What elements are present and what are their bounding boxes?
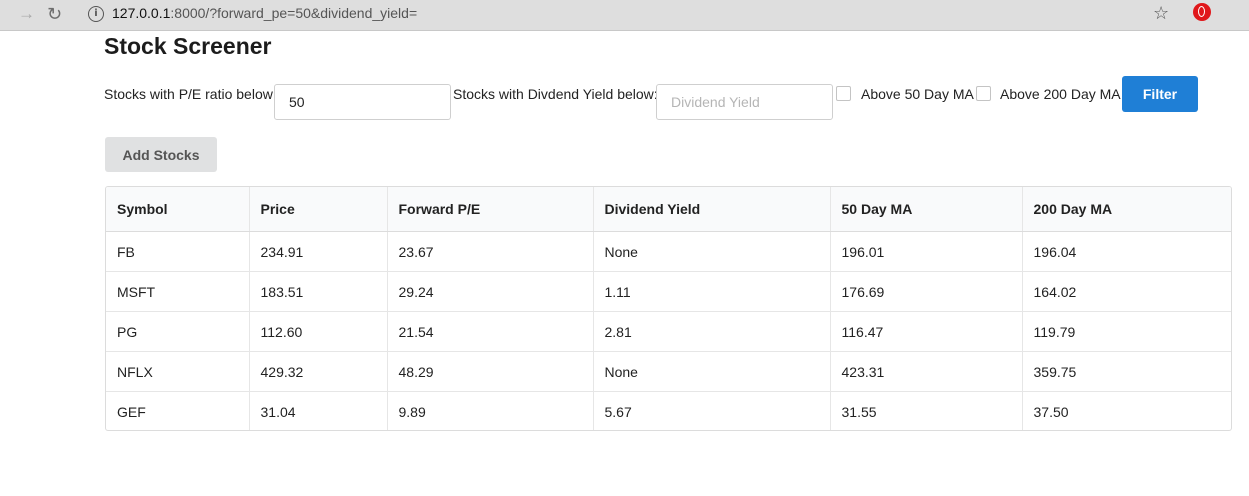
cell-50-day-ma: 196.01 — [829, 231, 1022, 272]
bookmark-star-icon[interactable]: ☆ — [1153, 3, 1170, 23]
cell-price: 112.60 — [248, 311, 387, 352]
cell-50-day-ma: 176.69 — [829, 271, 1022, 312]
cell-price: 234.91 — [248, 231, 387, 272]
opera-extension-icon[interactable] — [1193, 3, 1211, 21]
cell-50-day-ma: 31.55 — [829, 391, 1022, 430]
url-path: :8000/?forward_pe=50&dividend_yield= — [170, 5, 418, 21]
cell-forward-pe: 21.54 — [386, 311, 593, 352]
cell-dividend-yield: 1.11 — [592, 271, 830, 312]
cell-dividend-yield: 5.67 — [592, 391, 830, 430]
cell-symbol: PG — [106, 311, 249, 352]
cell-price: 183.51 — [248, 271, 387, 312]
url-host: 127.0.0.1 — [112, 5, 171, 21]
dividend-yield-label: Stocks with Divdend Yield below: — [453, 86, 658, 102]
cell-forward-pe: 29.24 — [386, 271, 593, 312]
column-header-symbol: Symbol — [106, 187, 249, 232]
cell-forward-pe: 23.67 — [386, 231, 593, 272]
cell-forward-pe: 48.29 — [386, 351, 593, 392]
above-200-day-ma-checkbox[interactable] — [976, 86, 991, 101]
address-bar[interactable]: 127.0.0.1:8000/?forward_pe=50&dividend_y… — [112, 5, 417, 21]
table-row: GEF 31.04 9.89 5.67 31.55 37.50 — [106, 391, 1231, 430]
column-header-forward-pe: Forward P/E — [386, 187, 593, 232]
cell-200-day-ma: 37.50 — [1021, 391, 1231, 430]
cell-200-day-ma: 196.04 — [1021, 231, 1231, 272]
pe-ratio-input[interactable] — [274, 84, 451, 120]
dividend-yield-input[interactable] — [656, 84, 833, 120]
above-50-day-ma-checkbox[interactable] — [836, 86, 851, 101]
cell-symbol: MSFT — [106, 271, 249, 312]
reload-icon[interactable]: ↻ — [47, 4, 63, 24]
cell-dividend-yield: None — [592, 231, 830, 272]
back-arrow-icon[interactable]: → — [18, 4, 35, 23]
stocks-table: Symbol Price Forward P/E Dividend Yield … — [105, 186, 1232, 431]
cell-dividend-yield: 2.81 — [592, 311, 830, 352]
cell-price: 429.32 — [248, 351, 387, 392]
above-50-day-ma-label: Above 50 Day MA — [861, 86, 974, 102]
cell-symbol: FB — [117, 243, 135, 260]
browser-toolbar: → ↻ i 127.0.0.1:8000/?forward_pe=50&divi… — [0, 0, 1249, 31]
cell-50-day-ma: 423.31 — [829, 351, 1022, 392]
table-row: MSFT 183.51 29.24 1.11 176.69 164.02 — [106, 271, 1231, 312]
pe-ratio-label: Stocks with P/E ratio below: — [104, 86, 277, 102]
info-icon[interactable]: i — [88, 6, 104, 22]
column-header-dividend-yield: Dividend Yield — [592, 187, 830, 232]
column-header-200-day-ma: 200 Day MA — [1021, 187, 1231, 232]
cell-forward-pe: 9.89 — [386, 391, 593, 430]
cell-symbol: GEF — [106, 391, 249, 430]
table-header-row: Symbol Price Forward P/E Dividend Yield … — [106, 187, 1231, 232]
table-row: NFLX 429.32 48.29 None 423.31 359.75 — [106, 351, 1231, 392]
cell-price: 31.04 — [248, 391, 387, 430]
column-header-price: Price — [248, 187, 387, 232]
cell-200-day-ma: 164.02 — [1021, 271, 1231, 312]
table-row: FB 234.91 23.67 None 196.01 196.04 — [106, 231, 1231, 272]
cell-dividend-yield: None — [592, 351, 830, 392]
cell-50-day-ma: 116.47 — [829, 311, 1022, 352]
cell-symbol: NFLX — [106, 351, 249, 392]
cell-200-day-ma: 359.75 — [1021, 351, 1231, 392]
above-200-day-ma-label: Above 200 Day MA — [1000, 86, 1121, 102]
add-stocks-button[interactable]: Add Stocks — [105, 137, 217, 172]
column-header-50-day-ma: 50 Day MA — [829, 187, 1022, 232]
filter-button[interactable]: Filter — [1122, 76, 1198, 112]
cell-200-day-ma: 119.79 — [1021, 311, 1231, 352]
page-title: Stock Screener — [104, 33, 272, 59]
table-row: PG 112.60 21.54 2.81 116.47 119.79 — [106, 311, 1231, 352]
